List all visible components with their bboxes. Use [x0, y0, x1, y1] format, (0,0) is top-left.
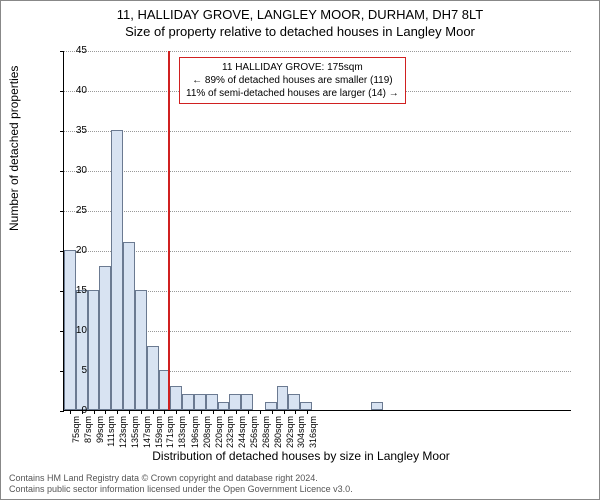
xtick-mark — [201, 410, 202, 414]
ytick-label: 30 — [57, 165, 87, 176]
histogram-bar — [99, 266, 111, 410]
xtick-label: 316sqm — [308, 416, 318, 456]
histogram-bar — [218, 402, 230, 410]
histogram-bar — [241, 394, 253, 410]
ytick-label: 0 — [57, 405, 87, 416]
histogram-bar — [123, 242, 135, 410]
xtick-label: 111sqm — [106, 416, 116, 456]
footer-line-2: Contains public sector information licen… — [9, 484, 353, 495]
xtick-label: 208sqm — [202, 416, 212, 456]
xtick-mark — [236, 410, 237, 414]
xtick-label: 135sqm — [130, 416, 140, 456]
ytick-label: 20 — [57, 245, 87, 256]
histogram-bar — [288, 394, 300, 410]
xtick-mark — [272, 410, 273, 414]
xtick-label: 292sqm — [285, 416, 295, 456]
histogram-bar — [135, 290, 147, 410]
ytick-label: 15 — [57, 285, 87, 296]
grid-line — [64, 51, 571, 52]
histogram-bar — [265, 402, 277, 410]
xtick-label: 159sqm — [154, 416, 164, 456]
xtick-mark — [164, 410, 165, 414]
xtick-label: 99sqm — [95, 416, 105, 456]
grid-line — [64, 211, 571, 212]
histogram-bar — [371, 402, 383, 410]
xtick-mark — [176, 410, 177, 414]
grid-line — [64, 251, 571, 252]
footer-line-1: Contains HM Land Registry data © Crown c… — [9, 473, 353, 484]
chart-title-sub: Size of property relative to detached ho… — [1, 24, 599, 39]
xtick-label: 171sqm — [165, 416, 175, 456]
xtick-label: 268sqm — [261, 416, 271, 456]
xtick-label: 123sqm — [118, 416, 128, 456]
xtick-mark — [224, 410, 225, 414]
histogram-bar — [170, 386, 182, 410]
plot-region: 11 HALLIDAY GROVE: 175sqm← 89% of detach… — [63, 51, 571, 411]
histogram-bar — [300, 402, 312, 410]
footer-attribution: Contains HM Land Registry data © Crown c… — [9, 473, 353, 495]
xtick-label: 220sqm — [214, 416, 224, 456]
histogram-bar — [206, 394, 218, 410]
ytick-label: 45 — [57, 45, 87, 56]
xtick-mark — [141, 410, 142, 414]
xtick-mark — [295, 410, 296, 414]
histogram-bar — [229, 394, 241, 410]
ytick-label: 35 — [57, 125, 87, 136]
marker-line — [168, 51, 170, 410]
histogram-bar — [277, 386, 289, 410]
xtick-label: 256sqm — [249, 416, 259, 456]
xtick-mark — [284, 410, 285, 414]
xtick-label: 147sqm — [142, 416, 152, 456]
xtick-mark — [117, 410, 118, 414]
xtick-label: 196sqm — [190, 416, 200, 456]
xtick-label: 304sqm — [296, 416, 306, 456]
grid-line — [64, 131, 571, 132]
info-box: 11 HALLIDAY GROVE: 175sqm← 89% of detach… — [179, 57, 406, 104]
ytick-label: 40 — [57, 85, 87, 96]
grid-line — [64, 171, 571, 172]
xtick-label: 183sqm — [177, 416, 187, 456]
histogram-bar — [182, 394, 194, 410]
xtick-mark — [94, 410, 95, 414]
chart-area: 11 HALLIDAY GROVE: 175sqm← 89% of detach… — [63, 51, 571, 411]
xtick-mark — [105, 410, 106, 414]
xtick-mark — [307, 410, 308, 414]
info-box-line: 11 HALLIDAY GROVE: 175sqm — [186, 61, 399, 74]
ytick-label: 10 — [57, 325, 87, 336]
chart-title-main: 11, HALLIDAY GROVE, LANGLEY MOOR, DURHAM… — [1, 7, 599, 22]
xtick-mark — [213, 410, 214, 414]
xtick-mark — [189, 410, 190, 414]
y-axis-label: Number of detached properties — [7, 66, 21, 231]
xtick-label: 87sqm — [83, 416, 93, 456]
histogram-bar — [147, 346, 159, 410]
xtick-label: 75sqm — [71, 416, 81, 456]
ytick-label: 25 — [57, 205, 87, 216]
info-box-line: ← 89% of detached houses are smaller (11… — [186, 74, 399, 87]
xtick-mark — [248, 410, 249, 414]
histogram-bar — [88, 290, 100, 410]
histogram-bar — [76, 290, 88, 410]
xtick-label: 232sqm — [225, 416, 235, 456]
histogram-bar — [111, 130, 123, 410]
info-box-line: 11% of semi-detached houses are larger (… — [186, 87, 399, 100]
xtick-mark — [260, 410, 261, 414]
histogram-bar — [194, 394, 206, 410]
xtick-label: 280sqm — [273, 416, 283, 456]
xtick-mark — [129, 410, 130, 414]
xtick-label: 244sqm — [237, 416, 247, 456]
ytick-label: 5 — [57, 365, 87, 376]
xtick-mark — [153, 410, 154, 414]
